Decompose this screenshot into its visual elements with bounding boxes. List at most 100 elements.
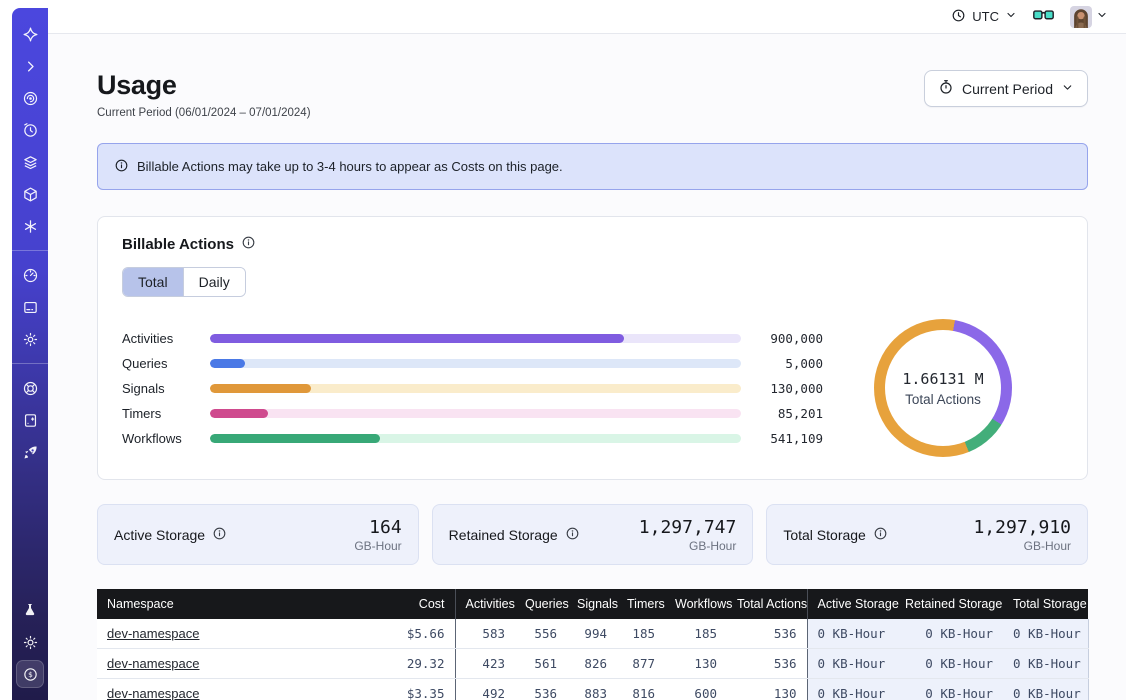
sidebar-item-support[interactable]: [16, 374, 44, 402]
col-timers: Timers: [617, 589, 665, 619]
glasses-icon: [1033, 9, 1054, 25]
account-menu[interactable]: [1070, 6, 1108, 28]
table-row: dev-namespace $3.35 492 536 883 816 600 …: [97, 679, 1088, 700]
sun-icon: [22, 634, 39, 651]
bar-label: Workflows: [122, 431, 210, 446]
sidebar-item-deployments[interactable]: [16, 148, 44, 176]
cell-total-storage: 0 KB-Hour: [1003, 679, 1088, 700]
cell-workflows: 600: [665, 679, 727, 700]
storage-card-label: Total Storage: [783, 526, 888, 544]
sidebar-item-getting-started[interactable]: [16, 438, 44, 466]
sidebar-item-nexus[interactable]: [16, 212, 44, 240]
bar-fill: [210, 334, 624, 343]
bar-chart: Activities 900,000 Queries 5,000 Signals…: [122, 326, 823, 451]
topbar: UTC: [48, 0, 1126, 34]
swirl-icon: [22, 90, 39, 107]
namespace-link[interactable]: dev-namespace: [107, 686, 200, 700]
sidebar-item-docs[interactable]: [16, 406, 44, 434]
billable-view-tabs: Total Daily: [122, 267, 246, 297]
sidebar-item-usage-billing[interactable]: $: [16, 660, 44, 688]
info-banner-text: Billable Actions may take up to 3-4 hour…: [137, 159, 563, 174]
pinwheel-icon: [22, 26, 39, 43]
chevron-right-icon: [23, 59, 38, 74]
chevron-down-icon: [1096, 9, 1108, 24]
bar-value: 900,000: [741, 331, 823, 346]
cell-total-actions: 536: [727, 619, 807, 649]
cell-queries: 556: [515, 619, 567, 649]
namespace-link[interactable]: dev-namespace: [107, 626, 200, 641]
table-row: dev-namespace $5.66 583 556 994 185 185 …: [97, 619, 1088, 649]
storage-card-unit: GB-Hour: [354, 539, 401, 553]
tab-daily[interactable]: Daily: [183, 268, 245, 296]
col-signals: Signals: [567, 589, 617, 619]
page-title: Usage: [97, 70, 311, 101]
cell-queries: 561: [515, 649, 567, 679]
feedback-button[interactable]: [1033, 9, 1054, 25]
cell-workflows: 185: [665, 619, 727, 649]
storage-card-value: 1,297,747: [639, 517, 737, 538]
storage-card-label-text: Retained Storage: [449, 527, 558, 543]
total-storage-card: Total Storage 1,297,910 GB-Hour: [766, 504, 1088, 565]
rocket-icon: [22, 444, 39, 461]
col-active-storage: Active Storage: [807, 589, 895, 619]
cell-signals: 826: [567, 649, 617, 679]
cell-active-storage: 0 KB-Hour: [807, 649, 895, 679]
donut-chart-container: 1.66131 M Total Actions: [823, 319, 1063, 457]
timezone-selector[interactable]: UTC: [951, 8, 1017, 26]
book-icon: [22, 412, 39, 429]
storage-card-unit: GB-Hour: [639, 539, 737, 553]
asterisk-icon: [22, 218, 39, 235]
sidebar-divider: [12, 363, 48, 364]
bar-label: Timers: [122, 406, 210, 421]
bar-track: [210, 359, 741, 368]
bar-label: Activities: [122, 331, 210, 346]
cell-timers: 185: [617, 619, 665, 649]
info-icon[interactable]: [212, 526, 227, 544]
storage-card-label-text: Total Storage: [783, 527, 866, 543]
bar-fill: [210, 384, 311, 393]
sidebar-item-metrics[interactable]: [16, 261, 44, 289]
cell-total-actions: 536: [727, 649, 807, 679]
sidebar-item-packages[interactable]: [16, 180, 44, 208]
cell-total-actions: 130: [727, 679, 807, 700]
sidebar-item-home[interactable]: [16, 20, 44, 48]
timer-icon: [22, 122, 39, 139]
period-selector-label: Current Period: [962, 81, 1053, 97]
sidebar-item-settings[interactable]: [16, 325, 44, 353]
sidebar-item-theme[interactable]: [16, 628, 44, 656]
sidebar-item-console[interactable]: [16, 293, 44, 321]
sidebar-item-namespaces[interactable]: [16, 84, 44, 112]
cell-activities: 423: [455, 649, 515, 679]
main-content: Usage Current Period (06/01/2024 – 07/01…: [48, 34, 1126, 700]
retained-storage-card: Retained Storage 1,297,747 GB-Hour: [432, 504, 754, 565]
cell-activities: 492: [455, 679, 515, 700]
gauge-icon: [22, 267, 39, 284]
sidebar: $: [12, 8, 48, 700]
chevron-down-icon: [1005, 9, 1017, 24]
info-icon[interactable]: [241, 235, 256, 254]
cell-signals: 994: [567, 619, 617, 649]
bar-value: 85,201: [741, 406, 823, 421]
donut-total-value: 1.66131 M: [902, 370, 983, 388]
cell-retained-storage: 0 KB-Hour: [895, 619, 1003, 649]
billable-actions-card: Billable Actions Total Daily Activities …: [97, 216, 1088, 480]
sidebar-collapse-button[interactable]: [16, 52, 44, 80]
storage-card-label: Retained Storage: [449, 526, 580, 544]
info-icon[interactable]: [873, 526, 888, 544]
bar-track: [210, 409, 741, 418]
namespace-link[interactable]: dev-namespace: [107, 656, 200, 671]
sidebar-item-schedules[interactable]: [16, 116, 44, 144]
tab-total[interactable]: Total: [123, 268, 183, 296]
timezone-label: UTC: [972, 9, 999, 24]
donut-center: 1.66131 M Total Actions: [874, 319, 1012, 457]
storage-card-unit: GB-Hour: [973, 539, 1071, 553]
sidebar-item-labs[interactable]: [16, 596, 44, 624]
bar-row-signals: Signals 130,000: [122, 376, 823, 401]
storage-card-value: 164: [354, 517, 401, 538]
cell-workflows: 130: [665, 649, 727, 679]
cell-active-storage: 0 KB-Hour: [807, 619, 895, 649]
clock-icon: [951, 8, 966, 26]
cell-timers: 877: [617, 649, 665, 679]
period-selector-button[interactable]: Current Period: [924, 70, 1088, 107]
info-icon[interactable]: [565, 526, 580, 544]
